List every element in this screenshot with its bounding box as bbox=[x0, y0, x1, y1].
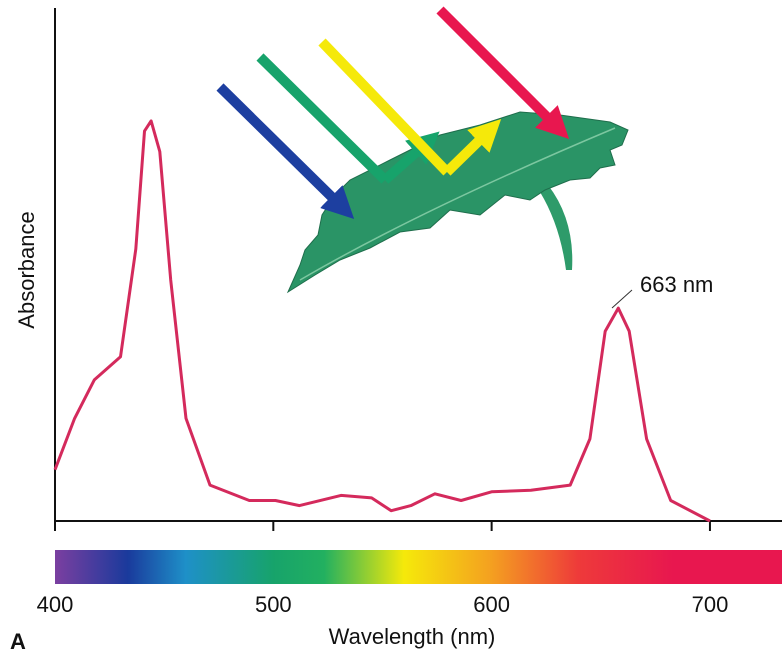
panel-label: A bbox=[10, 629, 26, 654]
y-axis-title: Absorbance bbox=[14, 211, 39, 328]
annotation-leader bbox=[611, 289, 633, 309]
x-tick-label: 500 bbox=[255, 592, 292, 617]
spectrum-bar bbox=[55, 550, 782, 584]
leaf-illustration bbox=[216, 6, 629, 294]
x-axis-title: Wavelength (nm) bbox=[329, 624, 496, 649]
x-tick-label: 400 bbox=[37, 592, 74, 617]
annotation: 663 nm bbox=[640, 272, 713, 297]
data-line bbox=[53, 119, 711, 523]
x-tick-label: 700 bbox=[692, 592, 729, 617]
x-tick-label: 600 bbox=[473, 592, 510, 617]
